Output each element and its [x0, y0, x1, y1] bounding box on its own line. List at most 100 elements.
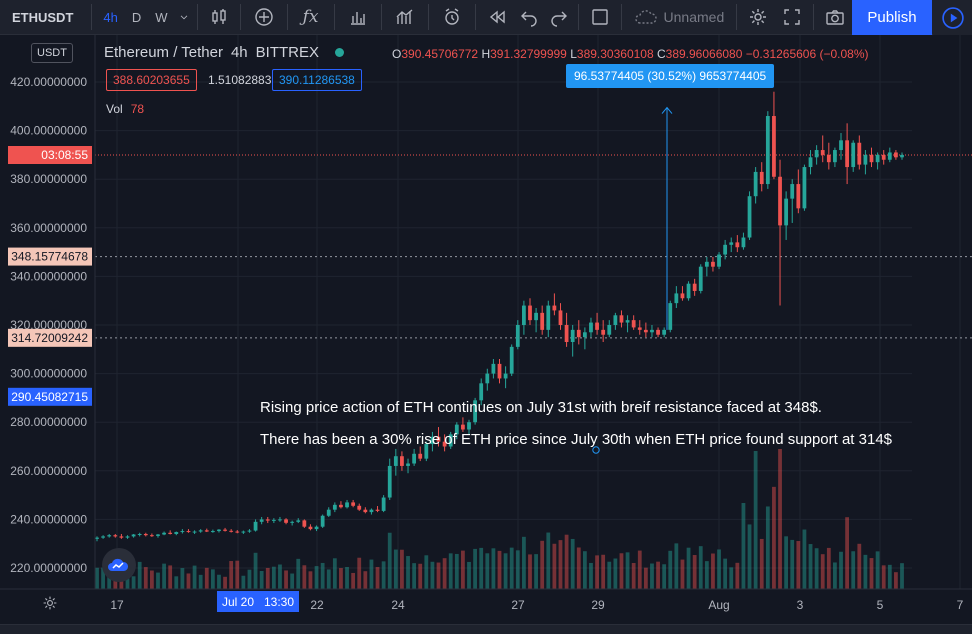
volume-bar [424, 555, 429, 589]
measure-tool[interactable] [592, 106, 673, 454]
candle-body [582, 332, 587, 338]
time-axis[interactable]: 17 22 24 27 29 Aug 3 5 7 Jul 20 13:30 [0, 588, 972, 624]
volume-bar [857, 543, 862, 589]
alert-icon[interactable] [433, 0, 471, 35]
buy-price-button[interactable]: 390.11286538 [272, 69, 362, 91]
candle-body [162, 532, 166, 535]
candle-body [125, 536, 130, 538]
candle-body [357, 505, 362, 510]
candle-body [552, 305, 557, 311]
resolution-4h-button[interactable]: 4h [103, 9, 118, 25]
rewind-icon[interactable] [480, 0, 514, 35]
resolution-w-button[interactable]: W [155, 9, 168, 25]
candle-body [302, 520, 307, 527]
bottom-toolbar [0, 624, 972, 634]
volume-bar [851, 551, 856, 589]
candle-body [454, 424, 459, 435]
volume-bar [595, 555, 599, 589]
fx-icon[interactable]: ƒx [302, 7, 319, 27]
expand-icon[interactable] [775, 0, 809, 35]
candle-body [515, 325, 520, 347]
undo-icon[interactable] [514, 0, 544, 35]
price-chart[interactable]: 420.00000000 400.00000000 380.00000000 360.… [0, 35, 972, 624]
volume-bar [479, 547, 484, 589]
volume-bar [863, 554, 868, 589]
price-axis[interactable]: 420.00000000 400.00000000 380.00000000 360.… [0, 35, 96, 589]
candle-body [278, 519, 282, 521]
toolbar-divider [196, 4, 198, 30]
replay-icon[interactable] [102, 548, 136, 582]
candle-body [412, 453, 417, 464]
price-tick-label: 380.00000000 [10, 172, 87, 186]
volume-bar [601, 554, 606, 589]
volume-bar [522, 536, 526, 589]
compare-icon[interactable] [386, 0, 424, 35]
price-axis-background [0, 35, 95, 589]
candle-body [833, 150, 837, 163]
volume-bar [369, 559, 374, 589]
symbol-search-button[interactable]: ETHUSDT [12, 9, 74, 25]
toolbar-divider [620, 4, 622, 30]
volume-bar [662, 564, 667, 589]
candle-body [796, 184, 801, 209]
volume-bar [515, 550, 520, 589]
annotation-text-1[interactable]: Rising price action of ETH continues on … [260, 399, 822, 416]
candle-body [674, 293, 679, 304]
candle-body [546, 305, 551, 330]
candle-body [113, 535, 118, 537]
dropdown-icon[interactable] [175, 0, 193, 35]
high-label: H [481, 47, 491, 61]
timezone-settings-icon[interactable] [42, 595, 58, 616]
volume-bar [674, 543, 679, 589]
candles-icon[interactable] [202, 0, 236, 35]
volume-bar [686, 547, 691, 589]
volume-bar [302, 565, 307, 589]
candle-body [778, 176, 782, 226]
legend-interval: 4h [230, 44, 248, 61]
publish-button[interactable]: Publish [852, 0, 932, 35]
volume-bar [589, 562, 593, 589]
volume-bar [363, 571, 368, 589]
candle-body [235, 531, 240, 533]
layout-name-button[interactable]: Unnamed [626, 0, 733, 35]
resolution-d-button[interactable]: D [131, 9, 142, 25]
crosshair-time-time: 13:30 [264, 595, 294, 609]
redo-icon[interactable] [544, 0, 574, 35]
volume-bar [668, 550, 673, 589]
toolbar-divider [239, 4, 241, 30]
price-tick-label: 420.00000000 [10, 75, 87, 89]
candle-body [723, 244, 728, 255]
chart-grid [95, 35, 961, 589]
volume-bars [95, 449, 904, 589]
candle-body [369, 509, 374, 513]
currency-label[interactable]: USDT [31, 43, 73, 63]
candle-body [186, 531, 191, 533]
volume-bar [717, 549, 721, 589]
candle-body [168, 532, 173, 534]
anchor-point [592, 446, 600, 454]
annotation-text-2[interactable]: There has been a 30% rise of ETH price s… [260, 431, 893, 448]
camera-icon[interactable] [818, 0, 852, 35]
add-indicator-icon[interactable] [245, 0, 283, 35]
volume-bar [503, 553, 508, 589]
candle-body [284, 519, 288, 523]
settings-icon[interactable] [741, 0, 775, 35]
candle-body [253, 521, 258, 531]
candle-body [400, 456, 404, 466]
candle-body [393, 456, 398, 466]
candle-body [540, 312, 545, 330]
candle-body [820, 150, 825, 155]
time-tick-label: 29 [591, 598, 605, 612]
sell-price-button[interactable]: 388.60203655 [106, 69, 197, 91]
spread-value: 1.51082883 [208, 73, 272, 87]
volume-bar [552, 543, 557, 589]
candle-body [198, 530, 203, 532]
candle-body [698, 266, 703, 291]
volume-bar [284, 570, 288, 589]
candle-body [729, 242, 734, 245]
fullscreen-box-icon[interactable] [583, 0, 617, 35]
candle-body [271, 519, 276, 521]
play-icon[interactable] [933, 0, 972, 35]
volume-bar [241, 575, 246, 589]
bar-chart-icon[interactable] [339, 0, 377, 35]
